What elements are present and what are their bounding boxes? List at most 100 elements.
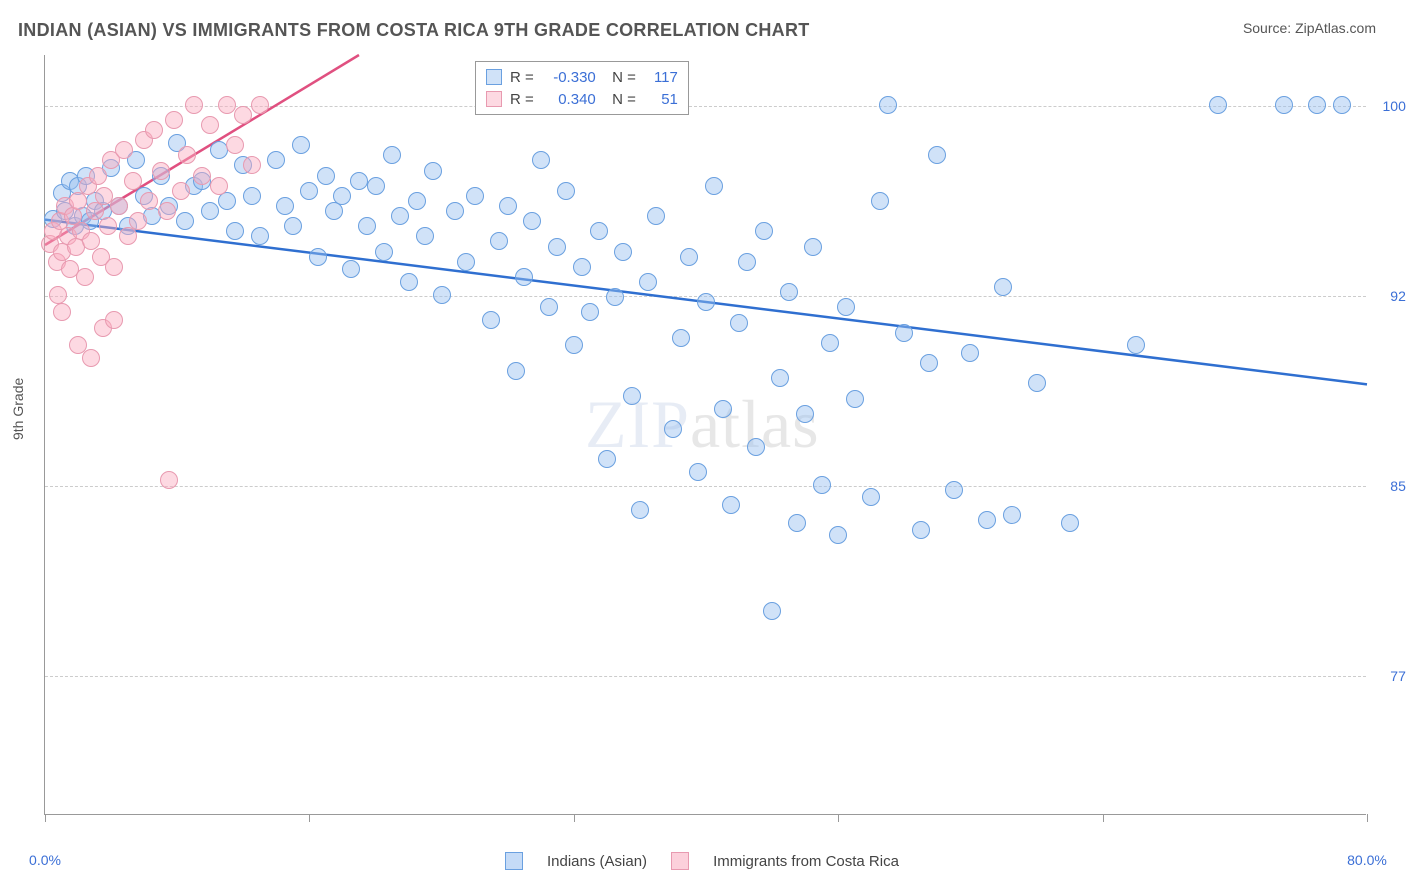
data-point: [178, 146, 196, 164]
data-point: [165, 111, 183, 129]
data-point: [129, 212, 147, 230]
data-point: [140, 192, 158, 210]
stat-r-value: 0.340: [542, 91, 596, 108]
data-point: [697, 293, 715, 311]
data-point: [49, 286, 67, 304]
data-point: [788, 514, 806, 532]
stat-n-label: N =: [604, 91, 636, 108]
data-point: [300, 182, 318, 200]
stat-r-label: R =: [510, 69, 534, 86]
data-point: [358, 217, 376, 235]
data-point: [251, 96, 269, 114]
grid-line: [45, 676, 1366, 677]
stat-n-value: 117: [644, 69, 678, 86]
data-point: [317, 167, 335, 185]
data-point: [276, 197, 294, 215]
data-point: [565, 336, 583, 354]
x-tick-label: 0.0%: [29, 852, 61, 868]
y-tick-label: 77.5%: [1390, 668, 1406, 684]
data-point: [557, 182, 575, 200]
data-point: [424, 162, 442, 180]
data-point: [105, 311, 123, 329]
data-point: [119, 227, 137, 245]
grid-line: [45, 486, 1366, 487]
data-point: [234, 106, 252, 124]
series-swatch: [486, 69, 502, 85]
data-point: [821, 334, 839, 352]
data-point: [829, 526, 847, 544]
data-point: [994, 278, 1012, 296]
data-point: [145, 121, 163, 139]
data-point: [284, 217, 302, 235]
data-point: [176, 212, 194, 230]
data-point: [598, 450, 616, 468]
data-point: [1308, 96, 1326, 114]
data-point: [945, 481, 963, 499]
data-point: [548, 238, 566, 256]
data-point: [193, 167, 211, 185]
data-point: [573, 258, 591, 276]
data-point: [243, 156, 261, 174]
data-point: [82, 349, 100, 367]
data-point: [540, 298, 558, 316]
legend-label: Immigrants from Costa Rica: [713, 853, 899, 870]
x-tick: [45, 814, 46, 822]
stats-row: R =-0.330 N =117: [486, 66, 678, 88]
legend-label: Indians (Asian): [547, 853, 647, 870]
scatter-plot: ZIPatlas 77.5%85.0%92.5%100.0%0.0%80.0%R…: [44, 55, 1366, 815]
data-point: [689, 463, 707, 481]
data-point: [342, 260, 360, 278]
stat-r-label: R =: [510, 91, 534, 108]
data-point: [218, 96, 236, 114]
data-point: [115, 141, 133, 159]
data-point: [912, 521, 930, 539]
data-point: [722, 496, 740, 514]
data-point: [1333, 96, 1351, 114]
data-point: [367, 177, 385, 195]
data-point: [796, 405, 814, 423]
data-point: [532, 151, 550, 169]
data-point: [201, 116, 219, 134]
legend-swatch: [671, 852, 689, 870]
data-point: [350, 172, 368, 190]
x-tick-label: 80.0%: [1347, 852, 1387, 868]
data-point: [86, 202, 104, 220]
data-point: [383, 146, 401, 164]
data-point: [53, 303, 71, 321]
x-tick: [1103, 814, 1104, 822]
data-point: [292, 136, 310, 154]
chart-title: INDIAN (ASIAN) VS IMMIGRANTS FROM COSTA …: [18, 20, 810, 41]
data-point: [408, 192, 426, 210]
data-point: [755, 222, 773, 240]
stats-row: R =0.340 N =51: [486, 88, 678, 110]
data-point: [895, 324, 913, 342]
data-point: [879, 96, 897, 114]
data-point: [763, 602, 781, 620]
data-point: [243, 187, 261, 205]
data-point: [623, 387, 641, 405]
data-point: [507, 362, 525, 380]
data-point: [210, 141, 228, 159]
y-tick-label: 85.0%: [1390, 478, 1406, 494]
x-tick: [1367, 814, 1368, 822]
data-point: [333, 187, 351, 205]
data-point: [433, 286, 451, 304]
data-point: [862, 488, 880, 506]
data-point: [375, 243, 393, 261]
data-point: [1275, 96, 1293, 114]
x-tick: [574, 814, 575, 822]
data-point: [1028, 374, 1046, 392]
data-point: [920, 354, 938, 372]
data-point: [871, 192, 889, 210]
data-point: [309, 248, 327, 266]
data-point: [482, 311, 500, 329]
data-point: [804, 238, 822, 256]
data-point: [1127, 336, 1145, 354]
data-point: [69, 192, 87, 210]
data-point: [680, 248, 698, 266]
data-point: [837, 298, 855, 316]
data-point: [185, 96, 203, 114]
data-point: [581, 303, 599, 321]
x-tick: [838, 814, 839, 822]
data-point: [961, 344, 979, 362]
